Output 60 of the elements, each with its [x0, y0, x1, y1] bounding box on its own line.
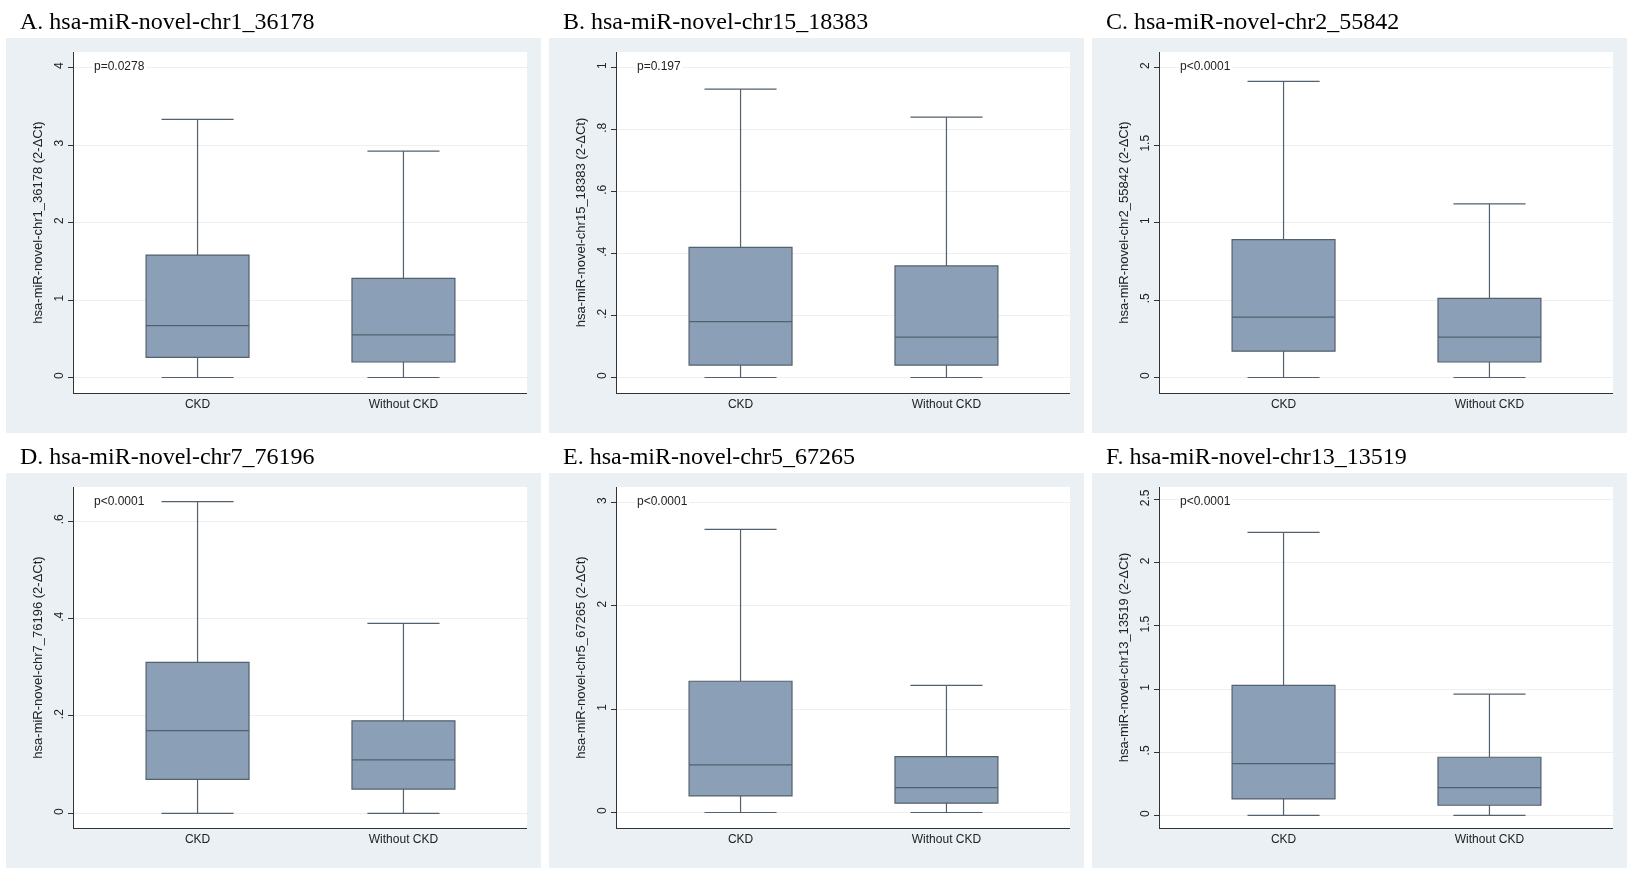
chart-title: E. hsa-miR-novel-chr5_67265 [562, 442, 856, 471]
y-tick-label: 2 [595, 600, 610, 608]
annotation: p<0.0001 [1180, 494, 1231, 508]
annotation: p<0.0001 [94, 494, 145, 508]
chart-title: F. hsa-miR-novel-chr13_13519 [1105, 442, 1408, 471]
y-tick-label: .4 [595, 246, 610, 257]
y-tick-label: .6 [52, 513, 67, 525]
y-tick-label: .2 [595, 308, 610, 319]
x-tick-label: Without CKD [911, 832, 982, 847]
y-tick-label: 2.5 [1138, 489, 1153, 507]
y-tick-label: 4 [52, 62, 67, 70]
y-tick-label: 2 [1138, 557, 1153, 565]
y-tick-label: .5 [1138, 292, 1153, 304]
y-tick-label: 0 [1138, 809, 1153, 817]
x-tick-label: CKD [184, 832, 211, 847]
x-tick-label: CKD [1270, 832, 1297, 847]
x-tick-label: Without CKD [1454, 832, 1525, 847]
chart-title: C. hsa-miR-novel-chr2_55842 [1105, 7, 1401, 36]
chart-title: A. hsa-miR-novel-chr1_36178 [19, 7, 316, 36]
y-tick-label: 3 [52, 139, 67, 147]
y-tick-label: 0 [52, 807, 67, 815]
y-axis-title: hsa-miR-novel-chr2_55842 (2-ΔCt) [1116, 121, 1132, 324]
y-tick-label: .5 [1138, 745, 1153, 756]
x-tick-label: Without CKD [368, 397, 439, 412]
y-tick-label: 0 [52, 372, 67, 380]
y-tick-label: 1 [595, 703, 610, 711]
x-tick-label: Without CKD [368, 832, 439, 847]
x-tick-label: CKD [184, 397, 211, 412]
x-tick-label: CKD [1270, 397, 1297, 412]
y-tick-label: 1 [1138, 217, 1153, 225]
y-tick-label: 0 [595, 807, 610, 815]
y-tick-label: 3 [595, 497, 610, 505]
y-tick-label: .6 [595, 184, 610, 195]
y-tick-label: 2 [1138, 62, 1153, 70]
y-tick-label: 1.5 [1138, 134, 1153, 152]
y-tick-label: 1 [52, 294, 67, 302]
y-tick-label: .4 [52, 611, 67, 622]
annotation: p=0.0278 [94, 59, 145, 73]
y-tick-label: 0 [595, 372, 610, 380]
annotation: p<0.0001 [1180, 59, 1231, 73]
y-tick-label: 0 [1138, 372, 1153, 380]
x-tick-label: Without CKD [1454, 397, 1525, 412]
y-axis-title: hsa-miR-novel-chr5_67265 (2-ΔCt) [573, 556, 589, 759]
y-axis-title: hsa-miR-novel-chr15_18383 (2-ΔCt) [573, 117, 589, 328]
y-tick-label: 1 [1138, 683, 1153, 691]
y-tick-label: 1 [595, 62, 610, 70]
y-tick-label: .2 [52, 708, 67, 720]
y-tick-label: 1.5 [1138, 615, 1153, 633]
x-tick-label: Without CKD [911, 397, 982, 412]
y-tick-label: .8 [595, 122, 610, 133]
chart-title: D. hsa-miR-novel-chr7_76196 [19, 442, 316, 471]
y-tick-label: 2 [52, 217, 67, 225]
annotation: p=0.197 [637, 59, 682, 73]
y-axis-title: hsa-miR-novel-chr13_13519 (2-ΔCt) [1116, 552, 1132, 763]
x-tick-label: CKD [727, 397, 754, 412]
chart-title: B. hsa-miR-novel-chr15_18383 [562, 7, 870, 36]
annotation: p<0.0001 [637, 494, 688, 508]
y-axis-title: hsa-miR-novel-chr7_76196 (2-ΔCt) [30, 556, 46, 759]
y-axis-title: hsa-miR-novel-chr1_36178 (2-ΔCt) [30, 121, 46, 324]
x-tick-label: CKD [727, 832, 754, 847]
